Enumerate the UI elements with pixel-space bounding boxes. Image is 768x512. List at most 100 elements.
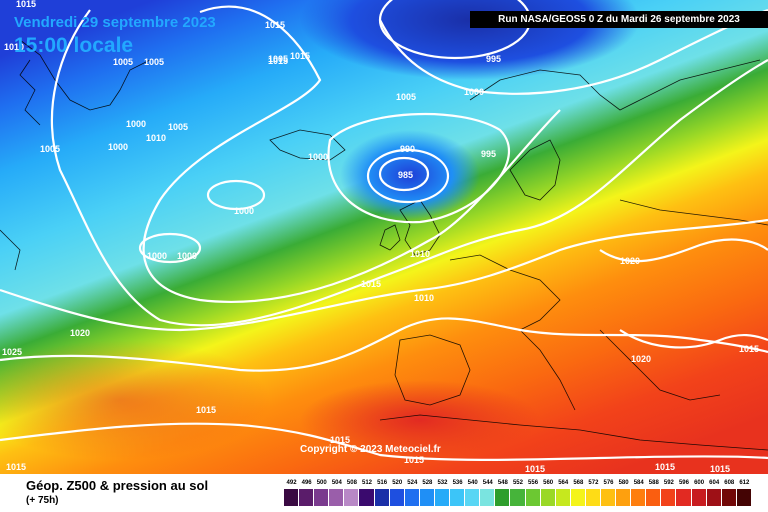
svg-text:1015: 1015 [655, 462, 675, 472]
scale-swatch [736, 489, 752, 506]
svg-text:1020: 1020 [620, 256, 640, 266]
scale-swatch [389, 489, 405, 506]
svg-text:1005: 1005 [40, 144, 60, 154]
scale-tick-label: 492 [286, 480, 297, 486]
run-info-label: Run NASA/GEOS5 0 Z du Mardi 26 septembre… [470, 11, 768, 28]
svg-text:1015: 1015 [268, 56, 288, 66]
svg-text:1010: 1010 [414, 293, 434, 303]
scale-swatch [359, 489, 375, 506]
scale-swatch [691, 489, 707, 506]
scale-swatch [661, 489, 677, 506]
scale-swatch [404, 489, 420, 506]
scale-swatch [555, 489, 571, 506]
svg-text:1000: 1000 [126, 119, 146, 129]
scale-tick-label: 556 [528, 480, 539, 486]
scale-tick-label: 568 [573, 480, 584, 486]
scale-tick-label: 512 [362, 480, 373, 486]
svg-text:985: 985 [398, 170, 413, 180]
copyright-text: Copyright © 2023 Meteociel.fr [300, 444, 441, 455]
scale-tick-label: 572 [588, 480, 599, 486]
scale-tick-label: 560 [543, 480, 554, 486]
svg-text:1025: 1025 [2, 347, 22, 357]
svg-text:1000: 1000 [177, 251, 197, 261]
svg-text:1015: 1015 [710, 464, 730, 474]
map-canvas: 1015 1010 1005 1005 1005 1015 1015 1015 … [0, 0, 768, 474]
scale-swatch [434, 489, 451, 506]
scale-swatch [284, 489, 300, 506]
svg-text:995: 995 [486, 54, 501, 64]
scale-tick-label: 536 [452, 480, 463, 486]
scale-tick-label: 576 [603, 480, 614, 486]
scale-tick-label: 528 [422, 480, 433, 486]
svg-text:990: 990 [400, 144, 415, 154]
svg-text:1005: 1005 [396, 92, 416, 102]
svg-text:1015: 1015 [6, 462, 26, 472]
svg-text:1005: 1005 [113, 57, 133, 67]
svg-text:1015: 1015 [525, 464, 545, 474]
scale-swatch [344, 489, 360, 506]
scale-tick-label: 580 [618, 480, 629, 486]
weather-map: 1015 1010 1005 1005 1005 1015 1015 1015 … [0, 0, 768, 474]
scale-swatch [646, 489, 662, 506]
scale-tick-label: 592 [663, 480, 674, 486]
map-title: Géop. Z500 & pression au sol [26, 478, 209, 493]
scale-tick-label: 496 [301, 480, 312, 486]
svg-text:1010: 1010 [410, 249, 430, 259]
scale-swatch [540, 489, 556, 506]
scale-tick-label: 596 [678, 480, 689, 486]
coastlines [0, 39, 768, 451]
svg-text:1015: 1015 [265, 20, 285, 30]
scale-swatch [450, 489, 466, 506]
color-scale: 492 496 500 504 508 512 516 520 524 528 532 536 540 5… [284, 477, 752, 506]
scale-tick-label: 544 [482, 480, 493, 486]
svg-text:1015: 1015 [404, 455, 424, 465]
scale-swatch [299, 489, 315, 506]
scale-swatch [495, 489, 511, 506]
scale-tick-label: 608 [724, 480, 735, 486]
svg-text:1015: 1015 [330, 435, 350, 445]
svg-text:1000: 1000 [147, 251, 167, 261]
scale-swatch [570, 489, 586, 506]
svg-text:1015: 1015 [361, 279, 381, 289]
scale-swatch [510, 489, 526, 506]
svg-text:1010: 1010 [4, 42, 24, 52]
svg-text:1000: 1000 [108, 142, 128, 152]
valid-date: Vendredi 29 septembre 2023 [14, 14, 216, 31]
scale-tick-label: 532 [437, 480, 448, 486]
scale-tick-label: 540 [467, 480, 478, 486]
scale-swatch [676, 489, 692, 506]
scale-swatch [480, 489, 496, 506]
svg-text:1005: 1005 [144, 57, 164, 67]
scale-tick-label: 552 [512, 480, 523, 486]
scale-swatch [616, 489, 632, 506]
scale-swatch [314, 489, 330, 506]
scale-swatch [374, 489, 390, 506]
scale-tick-label: 564 [558, 480, 569, 486]
svg-text:1015: 1015 [739, 344, 759, 354]
svg-text:1020: 1020 [70, 328, 90, 338]
svg-text:1015: 1015 [196, 405, 216, 415]
svg-text:1000: 1000 [308, 152, 328, 162]
scale-tick-label: 524 [407, 480, 418, 486]
scale-tick-label: 516 [377, 480, 388, 486]
scale-ticks: 492 496 500 504 508 512 516 520 524 528 532 536 540 5… [284, 477, 752, 489]
scale-swatch [706, 489, 722, 506]
svg-text:1020: 1020 [631, 354, 651, 364]
scale-swatch [585, 489, 601, 506]
svg-text:995: 995 [481, 149, 496, 159]
scale-tick-label: 588 [648, 480, 659, 486]
isobars [0, 0, 768, 460]
scale-tick-label: 612 [739, 480, 750, 486]
scale-tick-label: 520 [392, 480, 403, 486]
scale-swatches [284, 489, 752, 506]
scale-swatch [465, 489, 481, 506]
scale-swatch [419, 489, 435, 506]
scale-tick-label: 500 [316, 480, 327, 486]
svg-text:1015: 1015 [290, 51, 310, 61]
scale-tick-label: 548 [497, 480, 508, 486]
scale-swatch [525, 489, 541, 506]
scale-swatch [721, 489, 737, 506]
scale-swatch [329, 489, 345, 506]
scale-tick-label: 504 [331, 480, 342, 486]
forecast-hour: (+ 75h) [26, 495, 59, 506]
